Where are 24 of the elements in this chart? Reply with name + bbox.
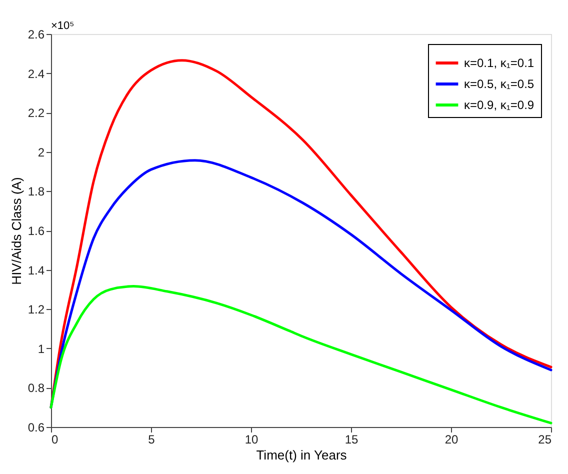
x-tick-label: 10 (244, 432, 258, 446)
x-axis-title: Time(t) in Years (256, 448, 348, 462)
y-tick-label: 2.4 (28, 66, 45, 81)
y-tick-label: 2 (38, 145, 45, 160)
x-tick-label: 25 (538, 432, 552, 446)
y-tick-label: 2.6 (28, 28, 45, 42)
y-tick-label: 0.8 (28, 381, 45, 396)
y-axis-title: HIV/Aids Class (A) (8, 177, 24, 285)
x-tick-label: 5 (148, 432, 156, 446)
y-tick-label: 1.2 (28, 302, 45, 317)
y-tick-label: 1.4 (28, 263, 45, 278)
y-tick-label: 1 (38, 342, 45, 356)
legend-label: κ=0.1, κ₁=0.1 (464, 56, 534, 70)
y-tick-label: 0.6 (28, 420, 45, 434)
legend-label: κ=0.9, κ₁=0.9 (464, 98, 534, 112)
x-tick-label: 20 (444, 432, 458, 446)
line-series (50, 285, 552, 424)
y-tick-label: 1.8 (28, 184, 45, 199)
y-tick-label: 2.2 (28, 106, 45, 120)
text: ×10⁵ (51, 20, 74, 32)
legend-label: κ=0.5, κ₁=0.5 (464, 77, 534, 91)
x-tick-label: 15 (344, 432, 358, 446)
x-tick-label: 0 (52, 432, 58, 446)
y-tick-label: 1.6 (28, 224, 45, 238)
